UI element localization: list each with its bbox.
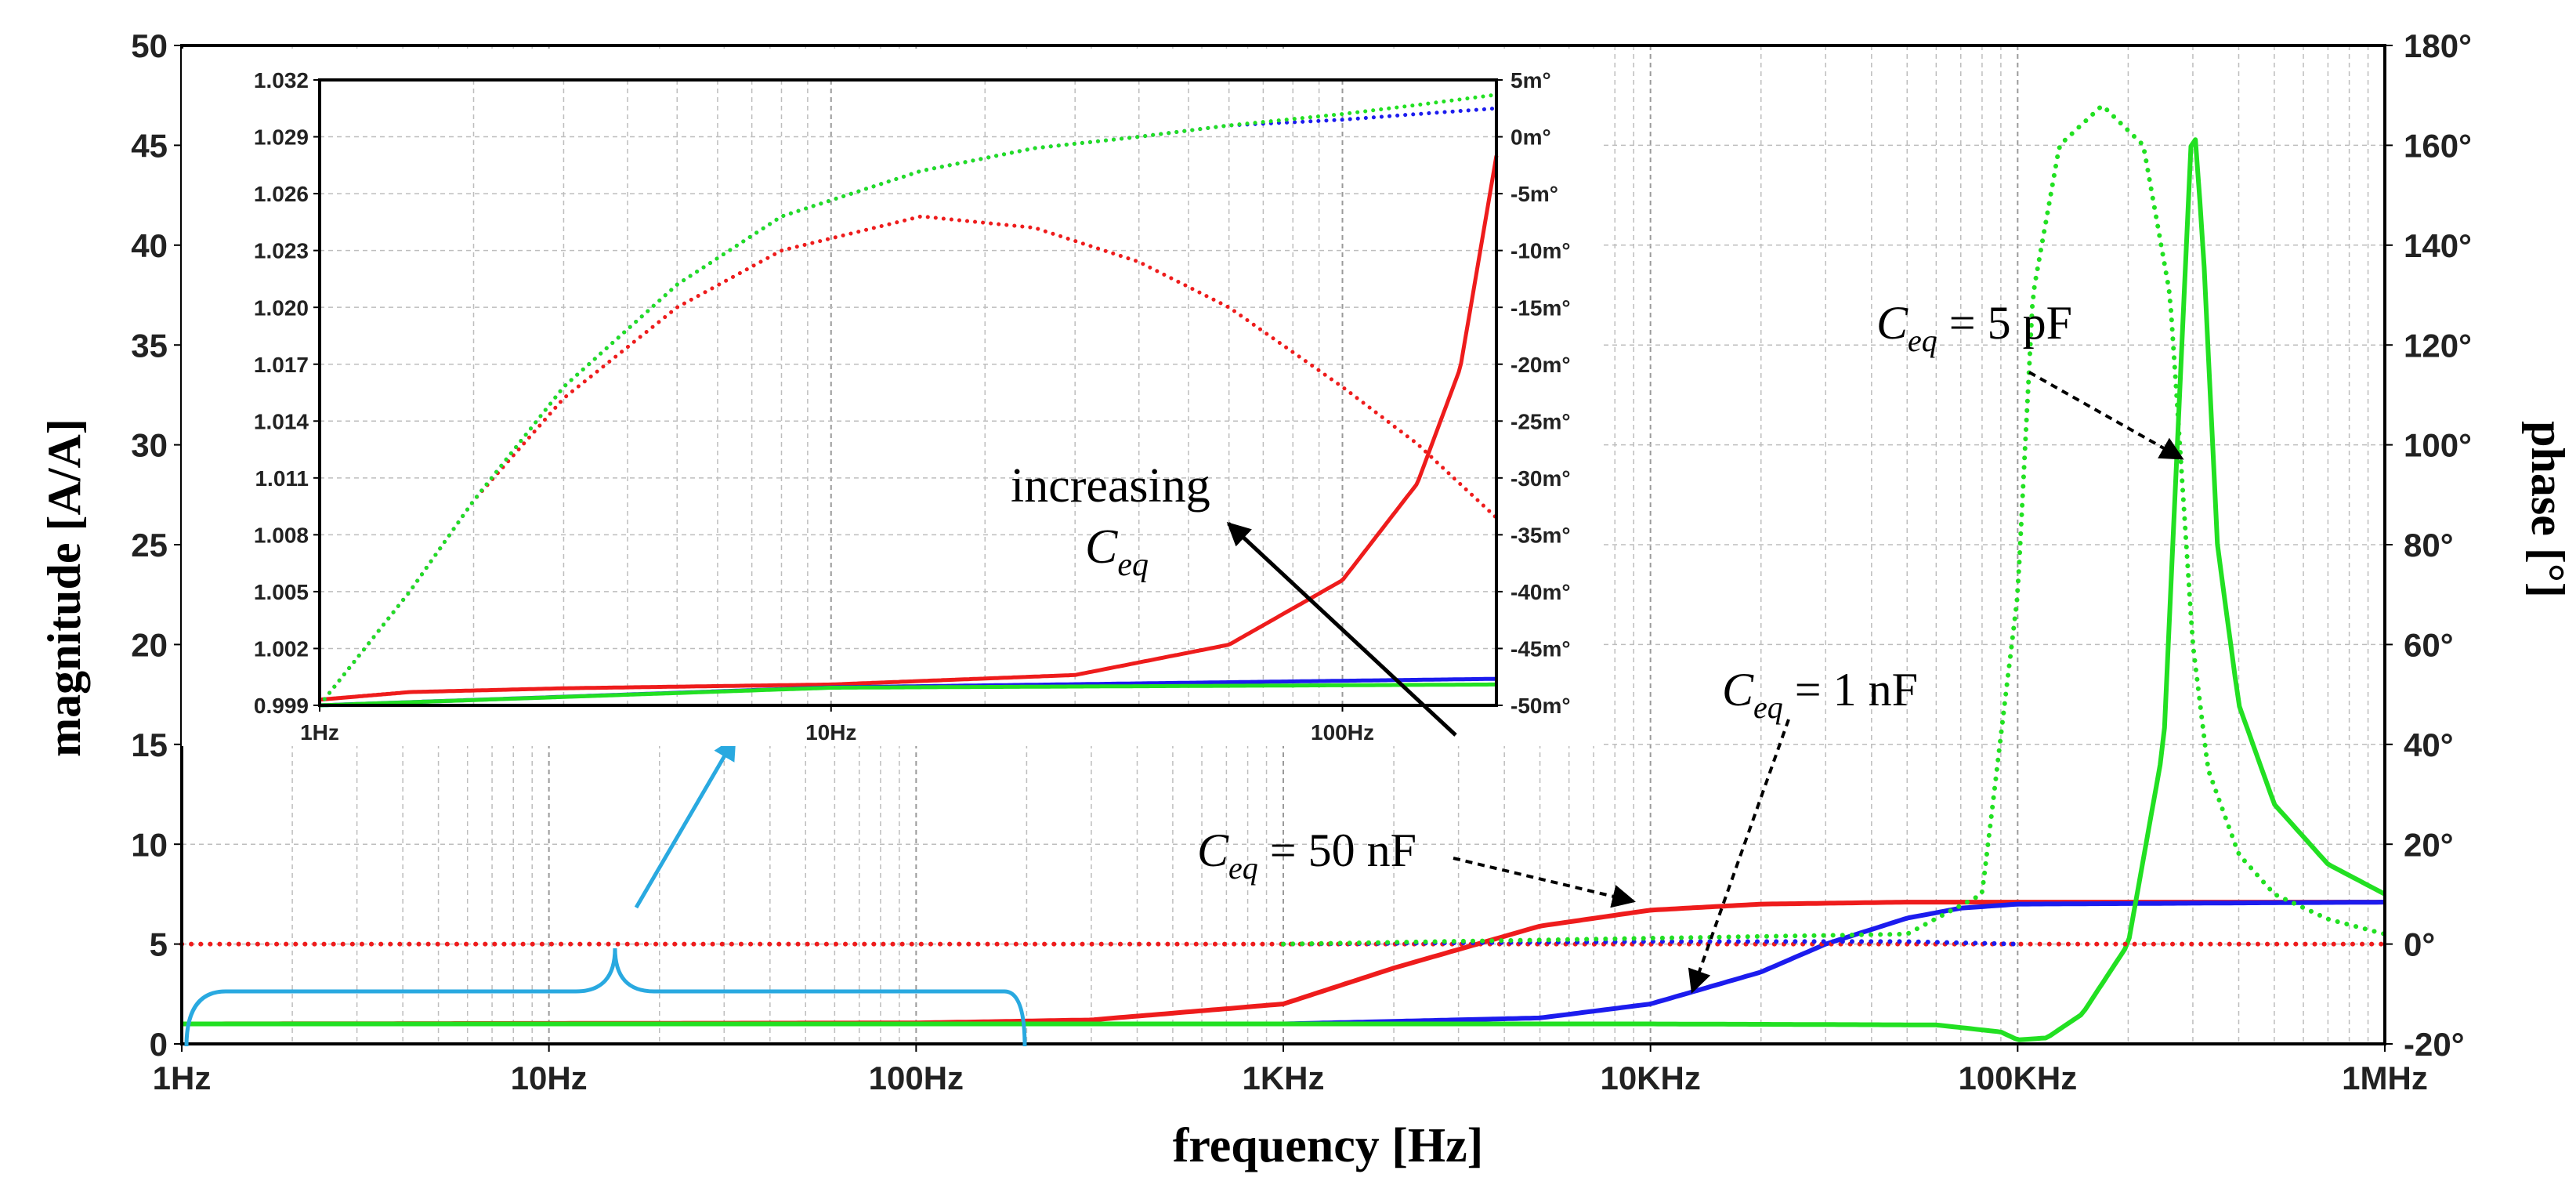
series-ceq-50-nf-magnitude <box>319 155 1499 702</box>
y2-tick-label: -35m° <box>1511 523 1571 547</box>
x-tick-label: 100Hz <box>1311 720 1374 745</box>
y2-tick-label: 0m° <box>1511 125 1551 150</box>
y2-tick-label: 140° <box>2404 227 2472 264</box>
y-axis-title: magnitude [A/A] <box>38 419 90 757</box>
x-tick-label: 10Hz <box>805 720 856 745</box>
y2-tick-label: -50m° <box>1511 694 1571 718</box>
y-tick-label: 0.999 <box>254 694 309 718</box>
x-tick-label: 100KHz <box>1958 1060 2077 1096</box>
y2-tick-label: 120° <box>2404 327 2472 364</box>
inset-annotation-ceq: Ceq <box>1085 520 1149 583</box>
y2-tick-label: -40m° <box>1511 580 1571 604</box>
y2-tick-label: -45m° <box>1511 637 1571 661</box>
arrow-50nF <box>1453 857 1636 908</box>
y-tick-label: 10 <box>131 826 168 863</box>
y-tick-label: 30 <box>131 427 168 464</box>
main-ticks: 1Hz 10Hz 100Hz 1KHz 10KHz 100KHz 1MHz 0 5 10 15 20 2… <box>131 27 2472 1096</box>
y-tick-label: 15 <box>131 727 168 763</box>
x-tick-label: 10KHz <box>1600 1060 1700 1096</box>
y2-tick-label: -20m° <box>1511 353 1571 377</box>
y-tick-label: 5 <box>150 926 168 963</box>
y-tick-label: 1.026 <box>254 182 309 206</box>
y2-tick-label: 20° <box>2404 826 2454 863</box>
series-ceq-5-pf-magnitude <box>182 137 2386 1042</box>
inset-series <box>317 92 1499 708</box>
series-ceq-50-nf-phase <box>317 214 1499 708</box>
y-tick-label: 25 <box>131 527 168 563</box>
series-ceq-5-pf-phase <box>1281 103 2387 947</box>
y-tick-label: 1.020 <box>254 295 309 320</box>
y-tick-label: 1.008 <box>254 523 309 547</box>
inset-axes <box>318 78 1498 707</box>
y2-tick-label: 40° <box>2404 727 2454 763</box>
inset-background <box>182 49 1601 746</box>
y-tick-label: 35 <box>131 327 168 364</box>
x-tick-label: 1Hz <box>153 1060 212 1096</box>
arrow-increasing <box>1226 521 1457 737</box>
x-tick-label: 1MHz <box>2342 1060 2428 1096</box>
y2-tick-label: 160° <box>2404 128 2472 165</box>
x-tick-label: 1Hz <box>300 720 339 745</box>
y-tick-label: 1.032 <box>254 68 309 92</box>
y-tick-label: 0 <box>150 1026 168 1063</box>
y-tick-label: 50 <box>131 27 168 64</box>
y2-tick-label: -15m° <box>1511 295 1571 320</box>
y-tick-label: 1.014 <box>254 409 309 433</box>
annotation-50nF: Ceq = 50 nF <box>1197 824 1416 886</box>
x-axis-title: frequency [Hz] <box>1173 1119 1484 1172</box>
annotation-1nF: Ceq = 1 nF <box>1722 664 1918 725</box>
y-tick-label: 1.011 <box>255 466 309 491</box>
arrow-1nF <box>1688 719 1790 994</box>
y2-tick-label: 80° <box>2404 527 2454 563</box>
y2-tick-label: -25m° <box>1511 409 1571 433</box>
y2-tick-label: 5m° <box>1511 68 1551 92</box>
y2-tick-label: 60° <box>2404 627 2454 664</box>
y-tick-label: 20 <box>131 627 168 664</box>
y2-tick-label: -10m° <box>1511 239 1571 263</box>
y-tick-label: 1.023 <box>254 239 309 263</box>
x-tick-label: 100Hz <box>869 1060 964 1096</box>
y2-axis-title: phase [°] <box>2522 421 2574 598</box>
main-series <box>179 103 2387 1042</box>
y-tick-label: 40 <box>131 227 168 264</box>
annotation-5pF: Ceq = 5 pF <box>1876 297 2072 358</box>
y-tick-label: 1.029 <box>254 125 309 150</box>
inset-annotation-increasing: increasing <box>1011 459 1210 513</box>
y2-tick-label: 0° <box>2404 926 2435 963</box>
y-tick-label: 1.005 <box>254 580 309 604</box>
y2-tick-label: 100° <box>2404 427 2472 464</box>
x-tick-label: 1KHz <box>1242 1060 1324 1096</box>
y2-tick-label: 180° <box>2404 27 2472 64</box>
zoom-brace <box>184 948 1027 1047</box>
y-tick-label: 45 <box>131 128 168 165</box>
arrow-5pF <box>2028 371 2184 460</box>
y2-tick-label: -5m° <box>1511 182 1558 206</box>
y2-tick-label: -30m° <box>1511 466 1571 491</box>
series-ceq-5-pf-phase <box>317 92 1499 708</box>
inset-ticks: 1Hz 10Hz 100Hz 0.999 1.002 1.005 1.008 1.011 1.0… <box>254 68 1571 745</box>
series-ceq-5-pf-magnitude <box>319 682 1496 708</box>
x-tick-label: 10Hz <box>511 1060 588 1096</box>
y-tick-label: 1.002 <box>254 637 309 661</box>
zoom-arrow <box>634 736 737 909</box>
plot-frame <box>318 78 1498 707</box>
y-tick-label: 1.017 <box>254 353 309 377</box>
y2-tick-label: -20° <box>2404 1026 2465 1063</box>
